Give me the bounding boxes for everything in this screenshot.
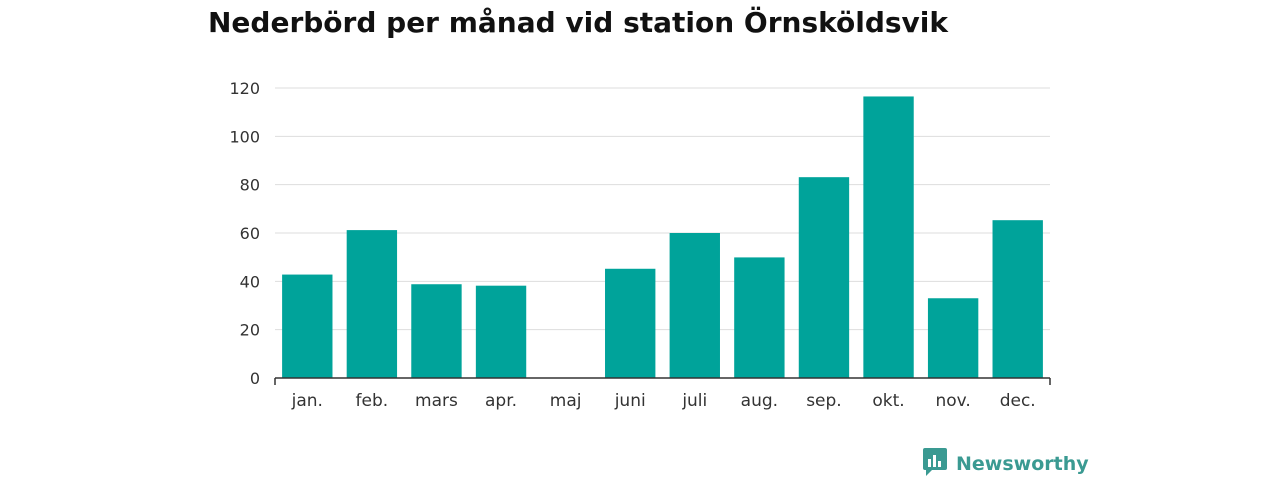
y-tick-label: 100 bbox=[229, 127, 260, 146]
newsworthy-logo: Newsworthy bbox=[922, 447, 1089, 482]
bar bbox=[992, 220, 1043, 378]
x-tick-label: apr. bbox=[485, 391, 517, 411]
y-tick-label: 120 bbox=[229, 79, 260, 98]
x-tick-label: dec. bbox=[1000, 391, 1036, 411]
x-tick-label: aug. bbox=[741, 391, 778, 411]
x-tick-label: juni bbox=[614, 391, 646, 411]
x-tick-label: jan. bbox=[291, 391, 323, 411]
y-tick-label: 60 bbox=[240, 224, 260, 243]
bar bbox=[346, 230, 398, 378]
bar bbox=[475, 285, 527, 378]
gridlines bbox=[275, 87, 1050, 331]
x-tick-label: sep. bbox=[806, 391, 842, 411]
x-tick-label: okt. bbox=[872, 391, 904, 411]
bar bbox=[282, 274, 333, 378]
brand-name: Newsworthy bbox=[956, 453, 1089, 475]
bar bbox=[411, 284, 462, 378]
y-tick-label: 40 bbox=[240, 272, 260, 291]
x-axis bbox=[274, 377, 1051, 385]
y-tick-labels: 0 20 40 60 80 100 120 bbox=[229, 79, 260, 388]
bar bbox=[734, 257, 785, 378]
chart-title: Nederbörd per månad vid station Örnsköld… bbox=[208, 6, 949, 39]
bar bbox=[863, 96, 914, 378]
bar-chart-speech-bubble-icon bbox=[922, 447, 948, 482]
bar bbox=[605, 268, 656, 378]
bar bbox=[669, 233, 720, 378]
y-tick-label: 0 bbox=[250, 369, 260, 388]
bars bbox=[282, 96, 1043, 378]
y-tick-label: 20 bbox=[240, 321, 260, 340]
x-tick-labels: jan. feb. mars apr. maj juni juli aug. sep. okt. n… bbox=[291, 391, 1036, 411]
y-tick-label: 80 bbox=[240, 176, 260, 195]
x-tick-label: nov. bbox=[935, 391, 970, 411]
bar bbox=[798, 177, 850, 378]
bar bbox=[927, 298, 979, 378]
x-tick-label: mars bbox=[415, 391, 458, 411]
x-tick-label: juli bbox=[681, 391, 707, 411]
x-tick-label: feb. bbox=[356, 391, 389, 411]
x-tick-label: maj bbox=[550, 391, 582, 411]
